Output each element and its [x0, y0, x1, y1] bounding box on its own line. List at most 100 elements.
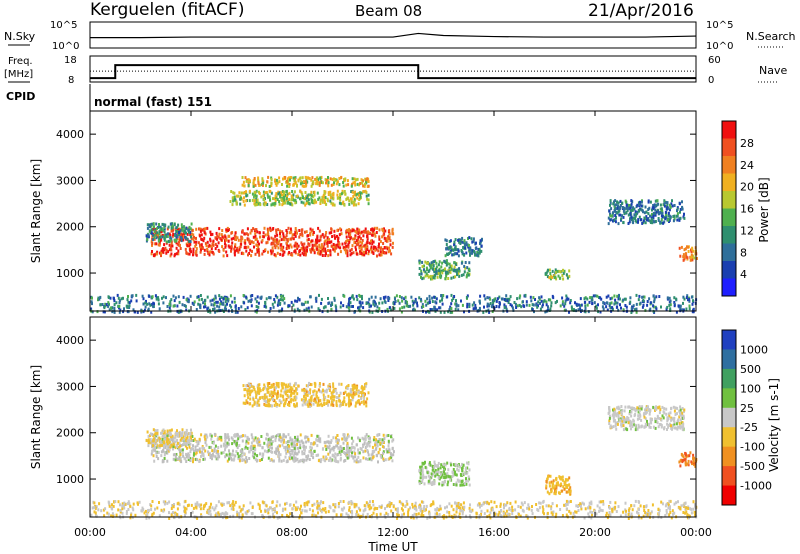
- scatter-cell: [308, 398, 311, 402]
- scatter-cell: [369, 436, 371, 440]
- scatter-cell: [559, 270, 562, 274]
- scatter-cell: [343, 248, 346, 252]
- scatter-cell: [376, 305, 379, 309]
- scatter-cell: [128, 301, 131, 305]
- scatter-cell: [329, 196, 332, 199]
- scatter-cell: [367, 202, 370, 206]
- scatter-cell: [668, 303, 671, 307]
- scatter-cell: [151, 243, 153, 247]
- scatter-cell: [162, 250, 165, 254]
- scatter-cell: [312, 231, 315, 234]
- scatter-cell: [293, 442, 296, 446]
- scatter-cell: [288, 446, 291, 450]
- scatter-cell: [440, 265, 443, 269]
- scatter-cell: [453, 295, 456, 298]
- scatter-cell: [289, 453, 292, 457]
- scatter-cell: [243, 246, 246, 250]
- scatter-cell: [236, 246, 239, 250]
- scatter-cell: [200, 243, 203, 247]
- scatter-cell: [203, 447, 206, 451]
- scatter-cell: [291, 451, 294, 455]
- scatter-cell: [268, 195, 271, 199]
- scatter-cell: [350, 252, 353, 256]
- scatter-cell: [269, 229, 272, 233]
- scatter-cell: [213, 303, 216, 307]
- scatter-cell: [195, 250, 198, 254]
- scatter-cell: [443, 259, 446, 263]
- scatter-cell: [319, 177, 322, 181]
- beam-title: Beam 08: [355, 2, 422, 20]
- scatter-cell: [166, 432, 169, 436]
- scatter-cell: [385, 434, 388, 438]
- scatter-cell: [433, 276, 436, 280]
- scatter-cell: [584, 310, 587, 314]
- scatter-cell: [154, 436, 157, 440]
- scatter-cell: [105, 303, 108, 307]
- scatter-cell: [163, 226, 166, 230]
- scatter-cell: [279, 229, 281, 233]
- scatter-cell: [568, 488, 571, 492]
- scatter-cell: [258, 391, 261, 395]
- scatter-cell: [360, 237, 362, 241]
- scatter-cell: [338, 394, 341, 398]
- scatter-cell: [232, 191, 235, 195]
- scatter-cell: [347, 245, 350, 249]
- scatter-cell: [348, 452, 350, 456]
- scatter-cell: [187, 298, 190, 302]
- scatter-cell: [439, 466, 442, 470]
- scatter-cell: [267, 195, 270, 199]
- scatter-cell: [547, 475, 549, 479]
- scatter-cell: [489, 302, 492, 305]
- scatter-cell: [275, 392, 278, 396]
- scatter-cell: [301, 441, 304, 445]
- scatter-cell: [693, 256, 696, 260]
- scatter-cell: [355, 388, 358, 392]
- colorbar-swatch: [722, 243, 736, 262]
- scatter-cell: [553, 491, 556, 495]
- scatter-cell: [322, 195, 325, 198]
- scatter-cell: [241, 229, 244, 233]
- scatter-cell: [244, 241, 247, 245]
- scatter-cell: [291, 253, 294, 257]
- scatter-cell: [349, 197, 352, 201]
- scatter-cell: [471, 249, 474, 253]
- scatter-cell: [537, 304, 539, 308]
- scatter-cell: [328, 458, 330, 462]
- scatter-cell: [386, 307, 389, 311]
- scatter-cell: [185, 431, 188, 435]
- scatter-cell: [552, 479, 555, 483]
- scatter-cell: [274, 386, 277, 390]
- scatter-cell: [180, 239, 183, 243]
- scatter-cell: [321, 310, 324, 314]
- scatter-cell: [691, 310, 694, 314]
- scatter-cell: [679, 208, 682, 211]
- scatter-cell: [227, 435, 230, 439]
- scatter-cell: [158, 307, 161, 311]
- scatter-cell: [234, 310, 237, 314]
- scatter-cell: [678, 218, 681, 222]
- scatter-cell: [218, 250, 221, 253]
- scatter-cell: [610, 214, 613, 218]
- scatter-cell: [287, 244, 290, 248]
- scatter-cell: [192, 247, 195, 251]
- scatter-cell: [351, 200, 354, 204]
- scatter-cell: [212, 307, 214, 311]
- scatter-cell: [354, 455, 357, 459]
- scatter-cell: [588, 300, 591, 304]
- scatter-cell: [455, 299, 457, 303]
- scatter-cell: [318, 196, 321, 200]
- scatter-cell: [442, 463, 445, 467]
- scatter-cell: [617, 206, 620, 210]
- scatter-cell: [120, 297, 123, 301]
- scatter-cell: [208, 243, 211, 247]
- scatter-cell: [130, 299, 133, 303]
- scatter-cell: [192, 250, 195, 254]
- scatter-cell: [622, 215, 625, 219]
- scatter-cell: [643, 216, 646, 220]
- scatter-cell: [629, 206, 632, 210]
- scatter-cell: [255, 396, 258, 399]
- scatter-cell: [470, 237, 473, 241]
- scatter-cell: [246, 437, 249, 441]
- scatter-cell: [180, 444, 183, 447]
- scatter-cell: [250, 445, 253, 449]
